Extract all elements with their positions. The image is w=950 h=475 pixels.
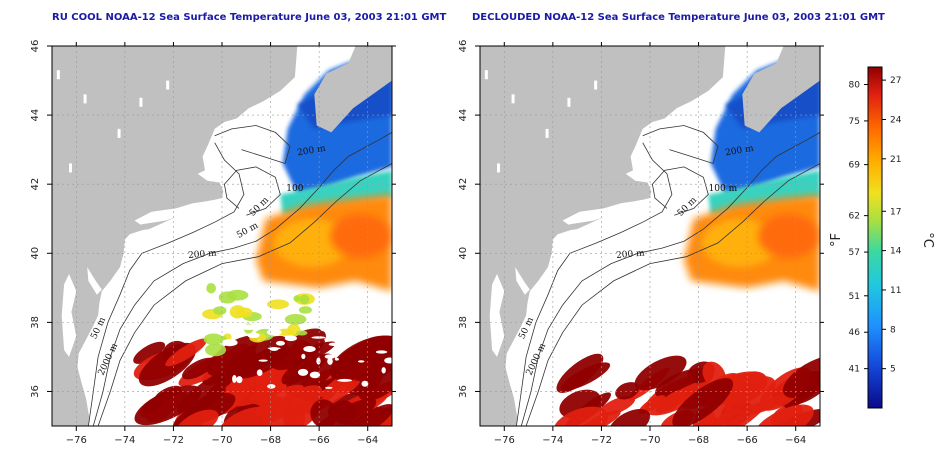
lon-tick-label: −68 [688, 435, 709, 446]
lon-tick-label: −74 [542, 435, 563, 446]
bathymetry-contours [516, 125, 820, 426]
contour-line [516, 142, 673, 426]
contour-line [223, 166, 281, 216]
lat-tick-label: 38 [458, 316, 469, 329]
contour-label: 100 [286, 184, 303, 194]
lat-tick-label: 46 [30, 40, 41, 53]
right-panel-title: DECLOUDED NOAA-12 Sea Surface Temperatur… [472, 12, 885, 23]
contour-label: 200 m [188, 248, 218, 260]
fahrenheit-tick-label: 41 [849, 365, 860, 375]
left-panel-title: RU COOL NOAA-12 Sea Surface Temperature … [52, 12, 447, 23]
contour-line [97, 163, 392, 426]
bathymetry-contours [88, 125, 392, 426]
colorbar-ramp [867, 66, 883, 409]
land-mass [52, 46, 392, 426]
celsius-tick-label: 17 [890, 207, 901, 217]
lon-tick-label: −70 [211, 435, 232, 446]
contour-line [525, 163, 820, 426]
lon-tick-label: −76 [66, 435, 87, 446]
lon-tick-label: −66 [737, 435, 758, 446]
contour-label: 200 m [616, 248, 646, 260]
lon-tick-label: −68 [260, 435, 281, 446]
lat-tick-label: 36 [458, 385, 469, 398]
celsius-tick-label: 24 [890, 115, 902, 125]
contour-label: 200 m [297, 144, 327, 159]
fahrenheit-tick-label: 51 [849, 292, 860, 302]
map-axes: −76 −74 −72 −70 −68 −66 −64 36 38 40 42 44 46 [30, 40, 396, 446]
graticule [52, 46, 392, 426]
fahrenheit-tick-label: 57 [849, 248, 860, 258]
contour-line [88, 142, 245, 426]
fahrenheit-tick-label: 75 [849, 117, 860, 127]
celsius-tick-label: 21 [890, 155, 901, 165]
lat-tick-label: 40 [30, 247, 41, 260]
contour-line [520, 132, 820, 426]
lon-tick-label: −72 [591, 435, 612, 446]
contour-line [214, 125, 291, 165]
land-mass [480, 46, 820, 426]
lon-tick-label: −72 [163, 435, 184, 446]
map-axes: −76 −74 −72 −70 −68 −66 −64 36 38 40 42 44 46 [458, 40, 824, 446]
celsius-tick-label: 27 [890, 76, 901, 86]
lon-tick-label: −64 [785, 435, 806, 446]
fahrenheit-tick-label: 69 [849, 161, 861, 171]
lat-tick-label: 42 [30, 178, 41, 191]
lat-tick-label: 38 [30, 316, 41, 329]
celsius-tick-label: 11 [890, 286, 901, 296]
contour-line [642, 125, 719, 165]
celsius-tick-label: 5 [890, 365, 896, 375]
celsius-tick-label: 8 [890, 325, 896, 335]
celsius-tick-label: 14 [890, 247, 902, 257]
contour-line [92, 132, 392, 426]
fahrenheit-unit-label: °F [829, 233, 844, 247]
lat-tick-label: 40 [458, 247, 469, 260]
lat-tick-label: 44 [30, 109, 41, 122]
fahrenheit-tick-label: 62 [849, 212, 860, 222]
lat-tick-label: 36 [30, 385, 41, 398]
fahrenheit-tick-label: 46 [849, 328, 861, 338]
lon-tick-label: −76 [494, 435, 515, 446]
lon-tick-label: −64 [357, 435, 378, 446]
lon-tick-label: −74 [114, 435, 135, 446]
fahrenheit-tick-label: 80 [849, 80, 861, 90]
lon-tick-label: −70 [639, 435, 660, 446]
lon-tick-label: −66 [309, 435, 330, 446]
contour-label: 100 m [709, 184, 738, 194]
celsius-unit-label: °C [920, 232, 935, 248]
lat-tick-label: 46 [458, 40, 469, 53]
contour-line [651, 166, 709, 216]
contour-label: 200 m [725, 144, 755, 159]
graticule [480, 46, 820, 426]
lat-tick-label: 42 [458, 178, 469, 191]
lat-tick-label: 44 [458, 109, 469, 122]
